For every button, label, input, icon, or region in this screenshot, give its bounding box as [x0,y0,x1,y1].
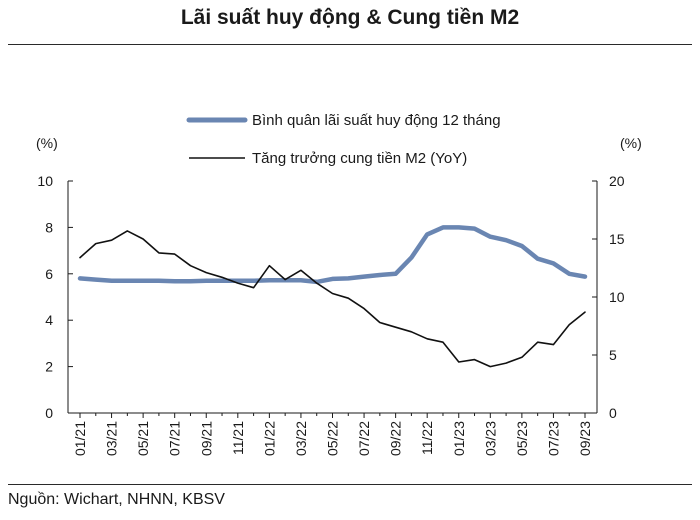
x-tick-label: 07/21 [167,421,183,456]
left-tick-label: 6 [45,266,53,282]
left-tick-label: 4 [45,312,53,328]
x-tick-label: 03/22 [293,421,309,456]
x-tick-label: 05/22 [325,421,341,456]
left-tick-label: 8 [45,219,53,235]
footer-divider [8,484,692,485]
x-tick-label: 01/23 [451,421,467,456]
right-tick-label: 15 [609,231,625,247]
legend: Bình quân lãi suất huy động 12 tháng Tăng… [186,112,501,167]
left-tick-label: 2 [45,359,53,375]
left-tick-label: 10 [37,173,53,189]
legend-label-m2-growth: Tăng trưởng cung tiền M2 (YoY) [252,150,467,167]
axes: 0 2 4 6 8 10 0 5 10 15 20 01/21 03/21 05/21 07/21 09/21… [37,173,624,456]
legend-label-deposit-rate: Bình quân lãi suất huy động 12 tháng [252,112,501,129]
x-tick-label: 11/21 [230,421,246,455]
x-tick-label: 05/21 [135,421,151,456]
title-divider [8,44,692,45]
x-tick-label: 11/22 [419,421,435,455]
chart-area: Bình quân lãi suất huy động 12 tháng Tăng… [36,112,642,456]
left-axis-unit: (%) [36,135,58,151]
right-tick-label: 10 [609,289,625,305]
deposit-rate-line [77,225,588,285]
x-tick-label: 09/21 [198,421,214,456]
x-tick-label: 07/22 [356,421,372,456]
x-tick-label: 09/23 [577,421,593,456]
right-tick-label: 5 [609,347,617,363]
x-tick-label: 03/21 [104,421,120,456]
m2-growth-line [79,230,586,368]
left-tick-label: 0 [45,405,53,421]
series-layer [77,225,588,368]
x-tick-label: 09/22 [388,421,404,456]
chart-title: Lãi suất huy động & Cung tiền M2 [180,6,520,29]
right-tick-label: 20 [609,173,625,189]
right-axis-unit: (%) [620,135,642,151]
x-tick-label: 01/22 [261,421,277,456]
source-note: Nguồn: Wichart, NHNN, KBSV [8,491,225,508]
right-tick-label: 0 [609,405,617,421]
x-tick-label: 07/23 [545,421,561,456]
x-tick-label: 05/23 [514,421,530,456]
x-tick-label: 01/21 [72,421,88,456]
x-tick-label: 03/23 [482,421,498,456]
